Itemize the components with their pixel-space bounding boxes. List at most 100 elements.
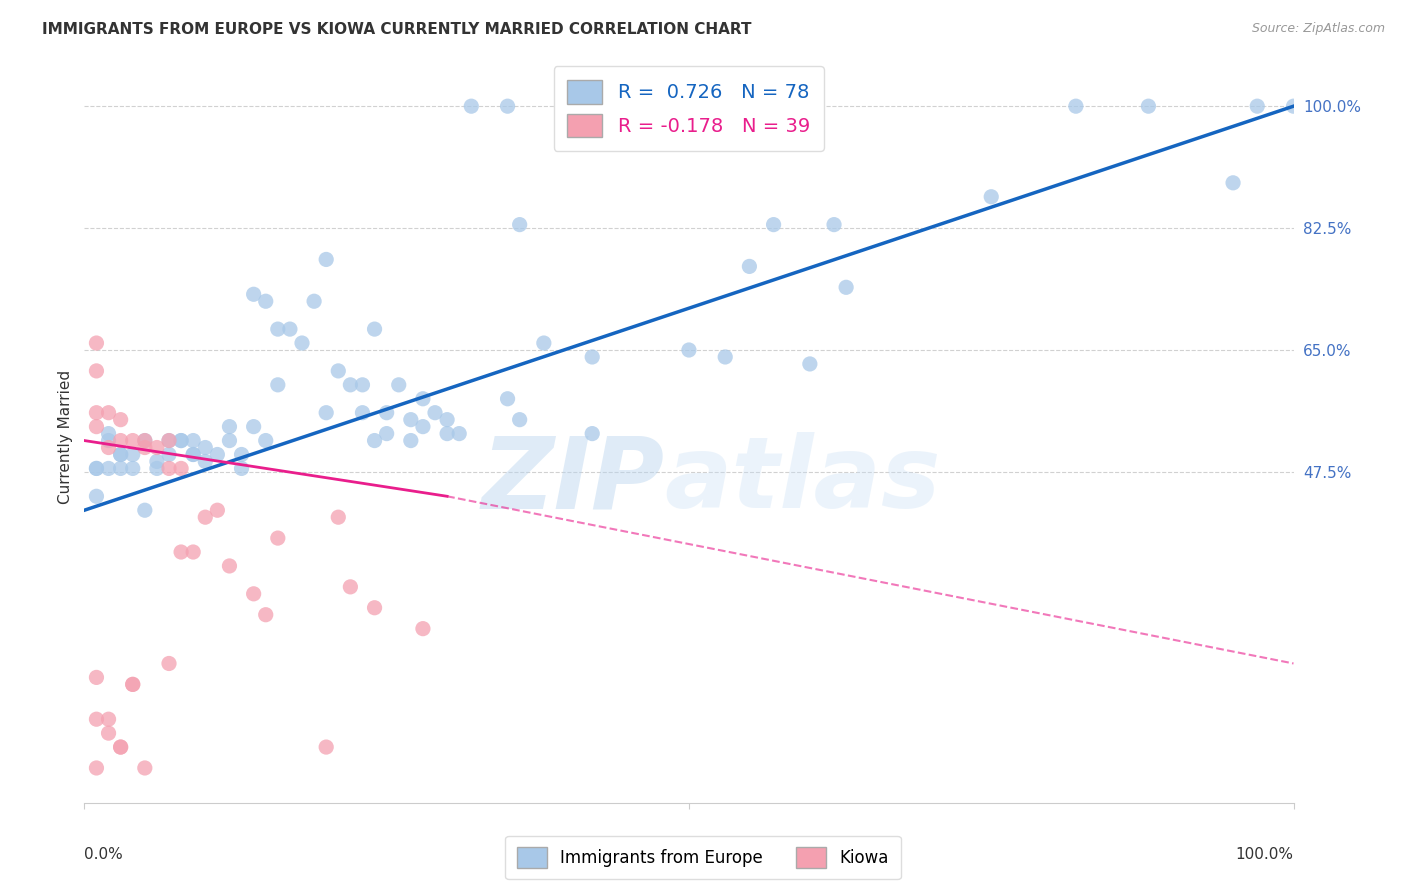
Point	[110, 448, 132, 462]
Point	[146, 454, 169, 468]
Legend: Immigrants from Europe, Kiowa: Immigrants from Europe, Kiowa	[505, 836, 901, 880]
Point	[170, 434, 193, 448]
Point	[388, 377, 411, 392]
Point	[170, 461, 193, 475]
Point	[738, 260, 761, 274]
Point	[207, 503, 229, 517]
Point	[110, 448, 132, 462]
Point	[254, 607, 277, 622]
Point	[97, 441, 120, 455]
Point	[194, 454, 217, 468]
Point	[242, 287, 264, 301]
Point	[267, 531, 290, 545]
Point	[194, 441, 217, 455]
Point	[157, 434, 180, 448]
Point	[121, 461, 143, 475]
Point	[339, 580, 361, 594]
Point	[110, 412, 132, 426]
Point	[110, 740, 132, 755]
Point	[460, 99, 482, 113]
Point	[86, 461, 108, 475]
Point	[218, 558, 240, 573]
Point	[86, 712, 108, 726]
Point	[1282, 99, 1305, 113]
Point	[1246, 99, 1268, 113]
Point	[436, 412, 458, 426]
Point	[449, 426, 471, 441]
Point	[110, 434, 132, 448]
Point	[399, 412, 422, 426]
Point	[835, 280, 858, 294]
Point	[157, 461, 180, 475]
Text: ZIP: ZIP	[482, 433, 665, 530]
Point	[134, 434, 156, 448]
Point	[823, 218, 845, 232]
Point	[134, 503, 156, 517]
Point	[146, 441, 169, 455]
Point	[412, 392, 434, 406]
Point	[170, 545, 193, 559]
Point	[254, 434, 277, 448]
Point	[218, 434, 240, 448]
Point	[352, 406, 374, 420]
Point	[315, 740, 337, 755]
Point	[231, 448, 253, 462]
Point	[121, 448, 143, 462]
Point	[110, 740, 132, 755]
Point	[207, 448, 229, 462]
Point	[157, 434, 180, 448]
Point	[328, 364, 350, 378]
Point	[1222, 176, 1244, 190]
Point	[86, 670, 108, 684]
Point	[399, 434, 422, 448]
Point	[194, 510, 217, 524]
Point	[291, 336, 314, 351]
Point	[86, 406, 108, 420]
Y-axis label: Currently Married: Currently Married	[58, 370, 73, 504]
Point	[278, 322, 301, 336]
Point	[714, 350, 737, 364]
Point	[339, 377, 361, 392]
Point	[86, 419, 108, 434]
Point	[375, 426, 398, 441]
Point	[412, 419, 434, 434]
Point	[412, 622, 434, 636]
Point	[762, 218, 785, 232]
Point	[509, 412, 531, 426]
Text: 0.0%: 0.0%	[84, 847, 124, 862]
Text: Source: ZipAtlas.com: Source: ZipAtlas.com	[1251, 22, 1385, 36]
Point	[375, 406, 398, 420]
Point	[121, 434, 143, 448]
Point	[242, 419, 264, 434]
Point	[97, 434, 120, 448]
Point	[134, 434, 156, 448]
Point	[254, 294, 277, 309]
Point	[581, 426, 603, 441]
Point	[86, 461, 108, 475]
Point	[86, 364, 108, 378]
Point	[242, 587, 264, 601]
Point	[86, 489, 108, 503]
Text: IMMIGRANTS FROM EUROPE VS KIOWA CURRENTLY MARRIED CORRELATION CHART: IMMIGRANTS FROM EUROPE VS KIOWA CURRENTL…	[42, 22, 752, 37]
Point	[97, 461, 120, 475]
Point	[86, 761, 108, 775]
Point	[315, 252, 337, 267]
Text: atlas: atlas	[665, 433, 941, 530]
Point	[1137, 99, 1160, 113]
Point	[134, 761, 156, 775]
Point	[121, 677, 143, 691]
Point	[363, 322, 385, 336]
Point	[181, 545, 204, 559]
Point	[980, 190, 1002, 204]
Point	[181, 434, 204, 448]
Point	[97, 712, 120, 726]
Point	[267, 322, 290, 336]
Point	[302, 294, 325, 309]
Point	[363, 434, 385, 448]
Point	[218, 419, 240, 434]
Point	[181, 448, 204, 462]
Point	[581, 350, 603, 364]
Point	[110, 461, 132, 475]
Point	[533, 336, 555, 351]
Point	[146, 461, 169, 475]
